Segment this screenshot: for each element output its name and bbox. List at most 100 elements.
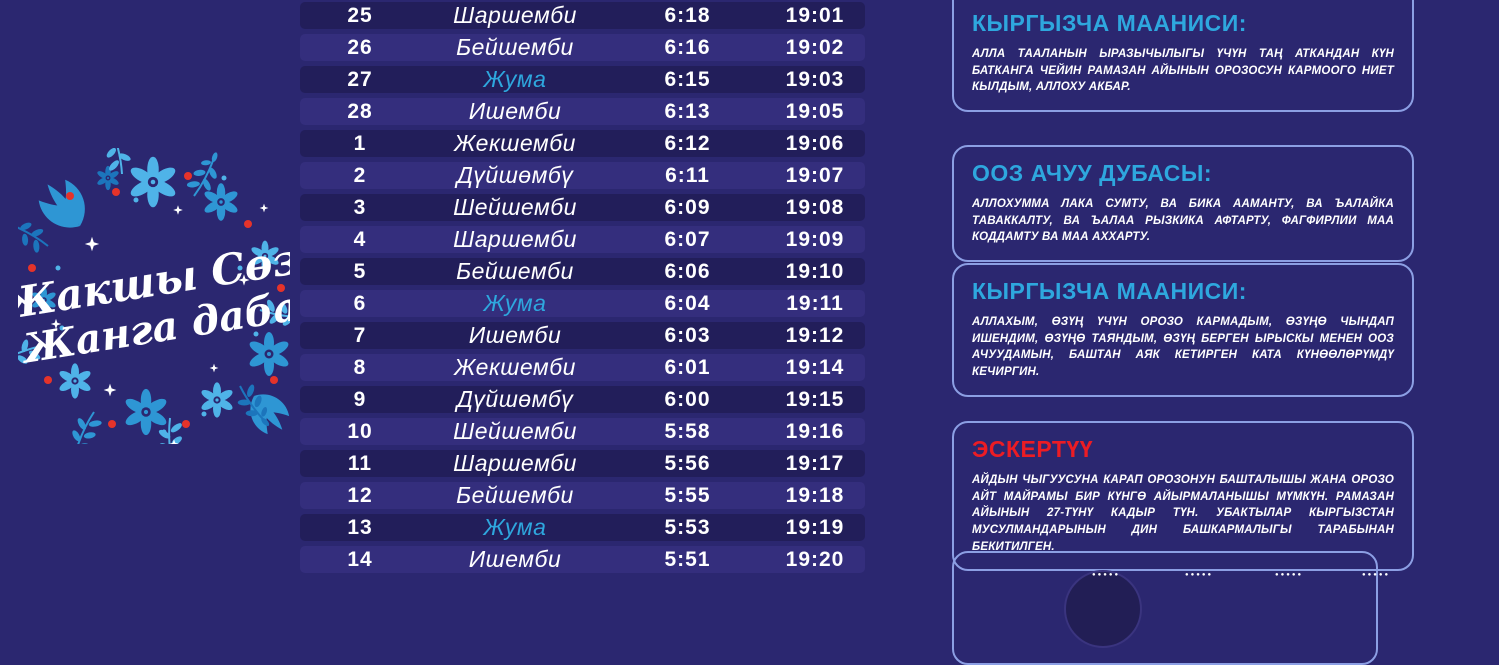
table-row: 3 Шейшемби 6:09 19:08	[300, 194, 865, 221]
day-cell: Шаршемби	[453, 2, 577, 28]
morning-time-cell: 6:18	[664, 3, 711, 27]
evening-time-cell: 19:12	[785, 323, 845, 347]
panel-title: ЭСКЕРТҮҮ	[972, 436, 1094, 462]
panel-footer-cutoff: ●●●●● ●●●●● ●●●●● ●●●●●	[952, 551, 1388, 665]
day-cell: Дүйшөмбү	[456, 162, 574, 188]
day-cell: Ишемби	[468, 322, 562, 348]
date-cell: 13	[347, 515, 373, 539]
panel-body: АЛЛОХУММА ЛАКА СУМТУ, ВА БИКА ААМАНТУ, В…	[972, 198, 1394, 244]
morning-time-cell: 5:55	[664, 483, 711, 507]
flower-icon	[123, 388, 169, 436]
morning-time-cell: 6:06	[664, 259, 711, 283]
morning-time-cell: 5:56	[664, 451, 711, 475]
table-row: 2 Дүйшөмбү 6:11 19:07	[300, 162, 865, 189]
panel-iftar-dua: ООЗ АЧУУ ДУБАСЫ: АЛЛОХУММА ЛАКА СУМТУ, В…	[952, 145, 1414, 263]
day-cell: Шаршемби	[453, 450, 577, 476]
table-row: 7 Ишемби 6:03 19:12	[300, 322, 865, 349]
leaf-sprig-icon	[60, 405, 107, 444]
evening-time-cell: 19:09	[785, 227, 845, 251]
table-row: 25 Шаршемби 6:18 19:01	[300, 2, 865, 29]
evening-time-cell: 19:20	[785, 547, 845, 571]
table-row: 26 Бейшемби 6:16 19:02	[300, 34, 865, 61]
table-row: 4 Шаршемби 6:07 19:09	[300, 226, 865, 253]
date-cell: 12	[347, 483, 373, 507]
morning-time-cell: 6:13	[664, 99, 711, 123]
day-cell: Жума	[483, 290, 547, 316]
date-cell: 11	[347, 451, 373, 475]
date-cell: 7	[353, 323, 367, 347]
day-cell: Ишемби	[468, 98, 562, 124]
date-cell: 4	[353, 227, 367, 251]
day-cell: Шаршемби	[453, 226, 577, 252]
table-row: 10 Шейшемби 5:58 19:16	[300, 418, 865, 445]
day-cell: Жекшемби	[454, 354, 576, 380]
day-cell: Шейшемби	[453, 194, 577, 220]
table-row-friday: 6 Жума 6:04 19:11	[300, 290, 865, 317]
table-row: 5 Бейшемби 6:06 19:10	[300, 258, 865, 285]
date-cell: 9	[353, 387, 367, 411]
day-cell: Ишемби	[468, 546, 562, 572]
panel-kyrgyz-meaning-2: КЫРГЫЗЧА МААНИСИ: АЛЛАХЫМ, ӨЗҮҢ ҮЧҮН ОРО…	[952, 263, 1414, 397]
blue-dots	[55, 175, 259, 435]
morning-time-cell: 6:12	[664, 131, 711, 155]
table-row: 9 Дүйшөмбү 6:00 19:15	[300, 386, 865, 413]
calligraphy-text: Жакшы Сөз Жанга даба	[18, 234, 290, 373]
footer-logo-circle	[1064, 570, 1142, 648]
evening-time-cell: 19:01	[785, 3, 845, 27]
date-cell: 3	[353, 195, 367, 219]
evening-time-cell: 19:16	[785, 419, 845, 443]
evening-time-cell: 19:11	[786, 291, 844, 315]
morning-time-cell: 5:51	[664, 547, 711, 571]
date-cell: 6	[353, 291, 367, 315]
date-cell: 2	[353, 163, 367, 187]
panel-body: АЙДЫН ЧЫГУУСУНА КАРАП ОРОЗОНУН БАШТАЛЫШЫ…	[972, 474, 1394, 553]
morning-time-cell: 6:07	[664, 227, 711, 251]
panel-body: АЛЛАХЫМ, ӨЗҮҢ ҮЧҮН ОРОЗО КАРМАДЫМ, ӨЗҮҢӨ…	[972, 316, 1394, 379]
evening-time-cell: 19:08	[785, 195, 845, 219]
table-row: 12 Бейшемби 5:55 19:18	[300, 482, 865, 509]
flower-icon	[96, 165, 120, 191]
evening-time-cell: 19:18	[785, 483, 845, 507]
date-cell: 14	[347, 547, 373, 571]
evening-time-cell: 19:17	[785, 451, 845, 475]
morning-time-cell: 5:53	[664, 515, 711, 539]
morning-time-cell: 6:16	[664, 35, 711, 59]
day-cell: Бейшемби	[456, 34, 574, 60]
morning-time-cell: 5:58	[664, 419, 711, 443]
day-cell: Бейшемби	[456, 482, 574, 508]
footer-dots: ●●●●●	[1185, 572, 1214, 578]
morning-time-cell: 6:03	[664, 323, 711, 347]
day-cell: Бейшемби	[456, 258, 574, 284]
table-row-friday: 27 Жума 6:15 19:03	[300, 66, 865, 93]
panel-title: КЫРГЫЗЧА МААНИСИ:	[972, 10, 1247, 36]
morning-time-cell: 6:00	[664, 387, 711, 411]
evening-time-cell: 19:03	[785, 67, 845, 91]
day-cell: Шейшемби	[453, 418, 577, 444]
morning-time-cell: 6:01	[664, 355, 711, 379]
table-row: 8 Жекшемби 6:01 19:14	[300, 354, 865, 381]
date-cell: 1	[353, 131, 367, 155]
table-row-friday: 13 Жума 5:53 19:19	[300, 514, 865, 541]
date-cell: 8	[353, 355, 367, 379]
evening-time-cell: 19:19	[785, 515, 845, 539]
morning-time-cell: 6:09	[664, 195, 711, 219]
day-cell: Жекшемби	[454, 130, 576, 156]
table-row: 1 Жекшемби 6:12 19:06	[300, 130, 865, 157]
date-cell: 27	[347, 67, 373, 91]
flower-icon	[57, 363, 93, 399]
panel-title: КЫРГЫЗЧА МААНИСИ:	[972, 278, 1247, 304]
date-cell: 28	[347, 99, 373, 123]
berry-dots	[28, 172, 285, 428]
ramadan-schedule-table: 25 Шаршемби 6:18 19:01 26 Бейшемби 6:16 19:02 …	[300, 2, 865, 578]
day-cell: Жума	[483, 514, 547, 540]
date-cell: 5	[353, 259, 367, 283]
evening-time-cell: 19:15	[785, 387, 845, 411]
evening-time-cell: 19:05	[785, 99, 845, 123]
day-cell: Дүйшөмбү	[456, 386, 574, 412]
evening-time-cell: 19:02	[785, 35, 845, 59]
flower-icon	[247, 332, 290, 376]
footer-dots: ●●●●●	[1362, 572, 1391, 578]
table-row: 11 Шаршемби 5:56 19:17	[300, 450, 865, 477]
table-row: 28 Ишемби 6:13 19:05	[300, 98, 865, 125]
floral-ornament: Жакшы Сөз Жанга даба	[18, 148, 290, 444]
